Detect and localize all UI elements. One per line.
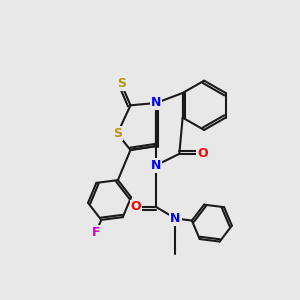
Text: N: N bbox=[170, 212, 181, 225]
Text: O: O bbox=[197, 147, 208, 160]
Text: S: S bbox=[113, 127, 122, 140]
Text: O: O bbox=[130, 200, 141, 213]
Text: F: F bbox=[92, 226, 100, 239]
Text: N: N bbox=[151, 97, 161, 110]
Text: N: N bbox=[151, 159, 161, 172]
Text: S: S bbox=[117, 77, 126, 90]
